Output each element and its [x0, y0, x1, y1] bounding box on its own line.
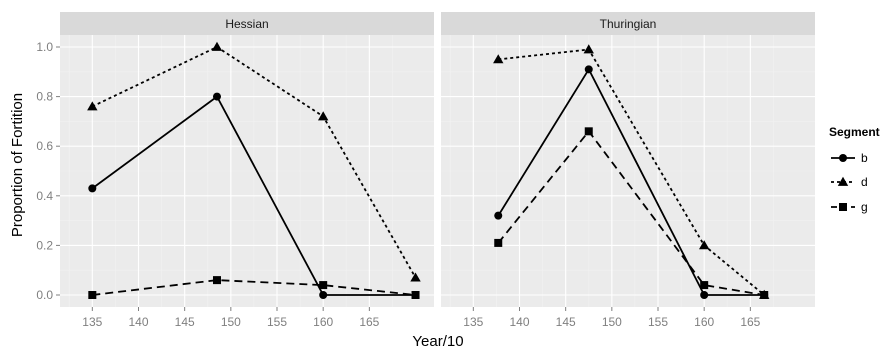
- panel-title: Thuringian: [600, 17, 657, 31]
- data-point-g: [700, 281, 709, 290]
- legend-title: Segment: [829, 125, 880, 139]
- data-point-b: [88, 184, 97, 193]
- data-point-b: [212, 92, 221, 101]
- legend-label: d: [861, 175, 868, 189]
- x-tick-label: 155: [267, 315, 287, 329]
- x-tick-label: 135: [82, 315, 102, 329]
- x-axis: 135 140 145 150 155 160 165 135 140 145 150 155 160 1…: [82, 307, 761, 329]
- series-line-d: [498, 48, 765, 296]
- data-point-g: [584, 127, 593, 136]
- y-axis-title: Proportion of Fortition: [9, 93, 26, 237]
- data-point-d: [410, 272, 421, 282]
- panel-strip: [60, 12, 434, 35]
- data-point-g: [319, 281, 328, 290]
- series-line-b: [497, 67, 765, 296]
- series-line-g: [497, 129, 765, 296]
- data-point-d: [317, 111, 329, 121]
- x-tick-label: 165: [740, 315, 760, 329]
- x-tick-label: 160: [313, 315, 333, 329]
- panels-layer: Hessian Thuringian: [60, 12, 815, 307]
- panel-strip: [441, 12, 815, 35]
- panel-thuringian: Thuringian: [441, 12, 815, 307]
- data-point-g: [411, 291, 420, 299]
- x-tick-label: 150: [602, 315, 622, 329]
- y-tick-label: 0.2: [36, 238, 53, 252]
- legend-entry-g: g: [831, 200, 868, 214]
- y-axis: 0.0 0.2 0.4 0.6 0.8 1.0: [36, 40, 60, 302]
- legend-label: b: [861, 151, 868, 165]
- data-point-b: [700, 291, 709, 299]
- x-tick-label: 140: [128, 315, 148, 329]
- x-tick-label: 155: [648, 315, 668, 329]
- data-point-g: [494, 238, 503, 247]
- legend-entry-b: b: [831, 151, 868, 165]
- x-axis-title: Year/10: [412, 333, 463, 350]
- data-point-d: [493, 54, 504, 64]
- panel-hessian: Hessian: [60, 12, 434, 307]
- data-point-d: [211, 41, 223, 51]
- y-tick-label: 0.0: [36, 288, 53, 302]
- panel-title: Hessian: [225, 17, 268, 31]
- data-point-b: [494, 211, 503, 220]
- data-point-g: [760, 291, 769, 299]
- data-point-g: [88, 291, 97, 299]
- x-tick-label: 160: [694, 315, 714, 329]
- y-tick-label: 1.0: [36, 40, 53, 54]
- x-tick-label: 150: [221, 315, 241, 329]
- y-tick-label: 0.4: [36, 189, 53, 203]
- series-line-g: [92, 279, 416, 296]
- legend-key-marker: [839, 203, 847, 211]
- data-point-d: [698, 240, 710, 250]
- data-point-g: [212, 276, 221, 285]
- x-tick-label: 165: [359, 315, 379, 329]
- legend-key-marker: [839, 154, 847, 162]
- x-tick-label: 140: [509, 315, 529, 329]
- series-line-b: [91, 95, 416, 296]
- data-point-d: [583, 44, 594, 54]
- y-tick-label: 0.8: [36, 90, 53, 104]
- x-tick-label: 145: [175, 315, 195, 329]
- y-tick-label: 0.6: [36, 139, 53, 153]
- data-point-b: [319, 291, 328, 299]
- x-tick-label: 145: [556, 315, 576, 329]
- data-point-d: [87, 101, 98, 111]
- legend-label: g: [861, 200, 868, 214]
- legend: Segment bdg: [829, 125, 880, 214]
- x-tick-label: 135: [463, 315, 483, 329]
- legend-key-marker: [837, 176, 849, 186]
- data-point-b: [584, 65, 593, 74]
- legend-entry-d: d: [831, 175, 868, 189]
